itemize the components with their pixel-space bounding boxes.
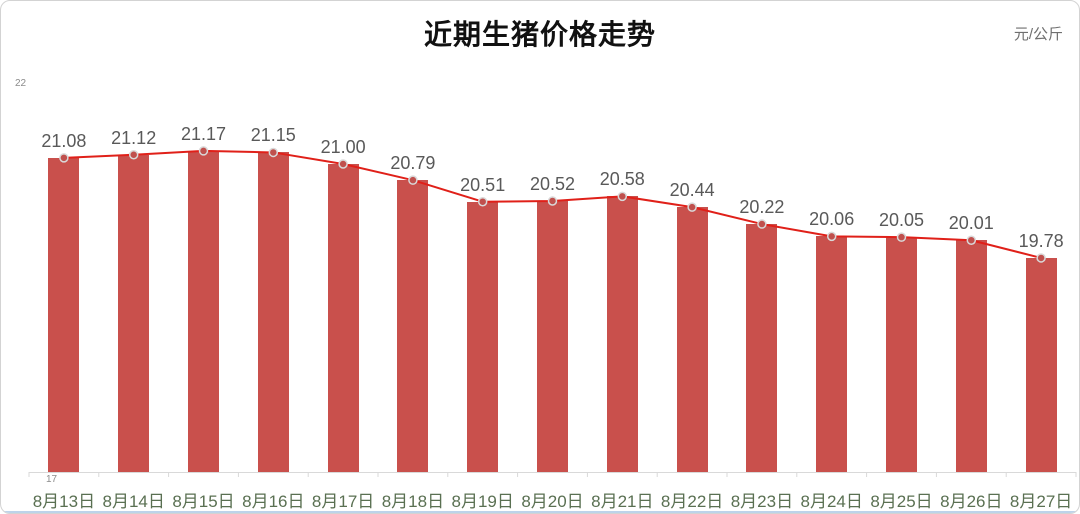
price-bar [257,152,289,472]
price-bar [676,207,708,472]
price-bar [606,196,638,472]
y-axis-tick-min: 17 [46,474,58,485]
price-bar [467,201,499,472]
price-bar [746,224,778,472]
price-bar [955,240,987,472]
data-label: 20.52 [529,173,576,194]
data-label: 21.08 [41,130,87,151]
x-axis-label: 8月24日 [800,492,863,511]
data-label: 21.15 [250,125,296,146]
x-axis-label: 8月20日 [521,492,584,511]
price-bar [886,237,917,472]
data-label: 19.78 [1018,230,1064,251]
price-bar [397,180,429,472]
price-bar [537,200,568,472]
x-axis-label: 8月25日 [870,492,933,511]
y-axis-tick-max: 22 [15,78,27,89]
x-axis-label: 8月26日 [940,492,1003,511]
price-bar [1025,257,1057,472]
data-label: 20.01 [948,213,994,234]
data-label: 20.44 [669,180,715,201]
x-axis-label: 8月14日 [102,492,165,511]
x-axis-label: 8月19日 [451,492,514,511]
price-bar [118,154,150,472]
x-axis-label: 8月27日 [1009,492,1073,511]
bottom-accent-line [1,511,1079,513]
data-label: 20.05 [878,210,925,231]
x-axis-label: 8月13日 [32,492,96,511]
data-label: 21.17 [180,123,227,144]
x-axis-label: 8月22日 [660,492,724,511]
x-axis-label: 8月18日 [381,492,445,511]
x-axis-label: 8月15日 [172,492,235,511]
price-bar [48,157,80,472]
unit-label: 元/公斤 [1013,26,1063,43]
x-axis-label: 8月17日 [311,492,375,511]
x-axis-label: 8月23日 [730,492,794,511]
data-label: 20.79 [390,153,436,174]
price-bar [188,150,219,472]
data-label: 20.58 [599,169,645,190]
data-label: 20.06 [809,209,855,230]
price-bar [816,236,848,472]
data-label: 21.00 [320,137,366,157]
chart-title: 近期生猪价格走势 [423,20,656,51]
x-axis-label: 8月16日 [242,492,305,511]
data-label: 20.22 [739,197,785,218]
price-bar [327,164,359,472]
data-label: 21.12 [111,127,157,148]
x-axis-label: 8月21日 [591,492,654,511]
data-label: 20.51 [460,174,506,195]
